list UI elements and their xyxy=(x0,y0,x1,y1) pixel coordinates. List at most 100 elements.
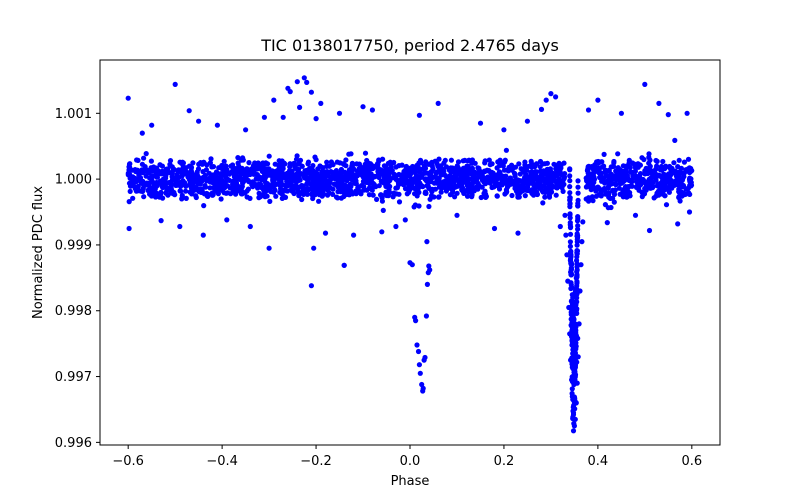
data-point xyxy=(196,186,202,192)
y-axis: 0.996 0.997 0.998 0.999 1.000 1.001 xyxy=(55,107,100,451)
data-point xyxy=(281,194,287,200)
data-point xyxy=(464,174,470,180)
data-point xyxy=(238,191,244,197)
data-point xyxy=(299,196,305,203)
data-point xyxy=(379,229,385,235)
data-point xyxy=(469,192,475,198)
data-point xyxy=(524,118,531,124)
data-point xyxy=(396,191,402,197)
data-point xyxy=(542,178,548,184)
data-point xyxy=(572,370,578,376)
data-point xyxy=(444,183,450,189)
data-point xyxy=(396,163,402,169)
data-point xyxy=(618,110,625,116)
data-point xyxy=(415,178,421,184)
data-point xyxy=(129,167,135,173)
data-point xyxy=(287,89,293,95)
data-point xyxy=(669,180,675,186)
data-point xyxy=(574,279,580,285)
data-point xyxy=(668,171,674,177)
x-tick-label: −0.6 xyxy=(112,454,144,469)
data-point xyxy=(469,157,475,163)
data-point xyxy=(344,175,350,181)
x-axis-label: Phase xyxy=(391,474,430,489)
data-point xyxy=(334,159,340,165)
data-point xyxy=(465,186,471,192)
data-point xyxy=(351,232,357,238)
data-point xyxy=(455,159,462,165)
data-point xyxy=(583,175,589,181)
data-point xyxy=(154,179,160,186)
data-point xyxy=(637,173,643,179)
data-point xyxy=(525,184,531,190)
data-point xyxy=(578,262,584,268)
data-point xyxy=(189,186,195,192)
data-point xyxy=(646,151,652,157)
data-point xyxy=(343,157,349,163)
data-point xyxy=(296,193,302,199)
data-point xyxy=(448,157,454,163)
data-point xyxy=(540,200,546,206)
data-point xyxy=(327,180,333,186)
data-point xyxy=(494,165,500,171)
data-point xyxy=(492,173,498,179)
data-point xyxy=(405,178,411,184)
data-point xyxy=(591,176,598,182)
data-point xyxy=(206,170,212,176)
data-point xyxy=(159,183,165,189)
data-point xyxy=(304,79,310,85)
data-point xyxy=(293,156,300,162)
data-point xyxy=(310,189,316,195)
data-point xyxy=(267,198,273,204)
data-point xyxy=(610,187,616,193)
data-point xyxy=(629,169,635,175)
x-axis: −0.6 −0.4 −0.2 0.0 0.2 0.4 0.6 xyxy=(112,445,702,469)
data-point xyxy=(675,164,681,170)
data-point xyxy=(423,313,429,319)
data-point xyxy=(569,337,575,343)
data-point xyxy=(222,182,228,188)
data-point xyxy=(676,194,682,201)
data-point xyxy=(494,193,500,199)
data-point xyxy=(497,170,503,176)
data-point xyxy=(553,94,559,100)
data-point xyxy=(568,298,575,304)
data-point xyxy=(346,151,352,157)
data-point xyxy=(230,188,236,194)
data-point xyxy=(130,195,136,201)
data-point xyxy=(242,174,248,180)
data-point xyxy=(280,173,286,179)
data-point xyxy=(510,178,516,184)
data-point xyxy=(412,191,418,197)
data-point xyxy=(569,386,575,392)
data-point xyxy=(589,194,596,200)
data-point xyxy=(139,161,145,167)
data-point xyxy=(478,194,484,201)
data-point xyxy=(166,179,172,186)
data-point xyxy=(585,196,592,202)
data-point xyxy=(200,232,206,238)
data-point xyxy=(487,162,493,168)
data-point xyxy=(556,160,562,166)
data-point xyxy=(418,174,425,180)
data-point xyxy=(525,175,531,181)
data-point xyxy=(251,171,257,177)
data-point xyxy=(501,127,507,133)
data-point xyxy=(538,177,544,183)
data-point xyxy=(308,283,314,289)
data-point xyxy=(458,174,464,181)
data-point xyxy=(382,191,389,197)
data-point xyxy=(661,188,667,194)
data-point xyxy=(170,168,176,174)
data-point xyxy=(548,179,555,185)
data-point xyxy=(570,366,576,372)
data-point xyxy=(575,214,581,220)
data-point xyxy=(386,174,392,180)
data-point xyxy=(403,165,409,171)
data-point xyxy=(190,160,196,166)
data-point xyxy=(374,196,380,202)
data-point xyxy=(304,174,310,181)
data-point xyxy=(324,159,330,165)
data-point xyxy=(580,219,586,225)
data-point xyxy=(202,184,209,190)
